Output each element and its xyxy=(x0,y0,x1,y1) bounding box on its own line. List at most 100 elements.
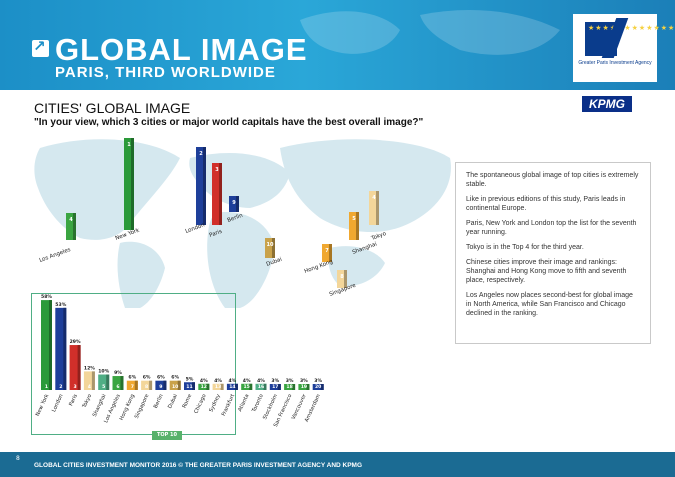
bar-shade xyxy=(91,371,95,390)
bar-shade xyxy=(177,380,181,390)
city-bar-shade xyxy=(344,270,347,288)
value-label: 3% xyxy=(314,378,322,384)
bar-group: 4%12 Chicago xyxy=(193,378,210,415)
value-label: 10% xyxy=(98,369,109,375)
city-rank: 4 xyxy=(372,195,376,201)
finding-text: The spontaneous global image of top citi… xyxy=(466,172,639,188)
bar-shade xyxy=(134,380,138,390)
city-rank: 8 xyxy=(340,274,344,280)
city-label: London xyxy=(185,222,206,235)
bar-shade xyxy=(49,300,52,390)
bar xyxy=(269,384,281,390)
category-label: Tokyo xyxy=(81,393,93,410)
page-number: 8 xyxy=(16,455,20,462)
value-label: 5% xyxy=(186,376,194,382)
category-label: London xyxy=(51,393,64,413)
bar xyxy=(155,380,167,390)
footer-text: GLOBAL CITIES INVESTMENT MONITOR 2016 © … xyxy=(34,462,363,469)
rank-label: 11 xyxy=(186,384,192,390)
bar-shade xyxy=(263,383,267,390)
bar-group: 4%13 Sydney xyxy=(208,378,224,413)
rank-label: 13 xyxy=(215,384,221,390)
category-label: Dubai xyxy=(167,393,179,409)
bar xyxy=(312,384,324,390)
value-label: 3% xyxy=(300,378,308,384)
city-bar xyxy=(265,238,275,258)
page-title: GLOBAL IMAGE xyxy=(55,32,308,67)
value-label: 58% xyxy=(41,294,52,300)
rank-label: 4 xyxy=(88,384,91,390)
header-band: ↗ GLOBAL IMAGE PARIS, THIRD WORLDWIDE ★★… xyxy=(0,0,675,90)
category-label: Shanghai xyxy=(92,393,108,418)
value-label: 53% xyxy=(55,302,66,308)
category-label: Toronto xyxy=(251,393,265,414)
rank-label: 14 xyxy=(229,384,235,390)
bar xyxy=(198,383,210,390)
city-bar-shade xyxy=(203,147,206,225)
header-world-map-decoration xyxy=(300,10,560,55)
city-rank: 10 xyxy=(267,242,274,248)
city-label: Berlin xyxy=(227,213,245,224)
arrow-up-right-icon: ↗ xyxy=(32,37,49,57)
bar xyxy=(298,384,310,390)
bar xyxy=(83,371,95,390)
finding-text: Los Angeles now places second-best for g… xyxy=(466,292,633,317)
bar-shade xyxy=(163,380,167,390)
footer-band xyxy=(0,452,675,477)
bar-shade xyxy=(192,382,195,390)
city-label: Tokyo xyxy=(370,231,388,242)
bar xyxy=(255,383,267,390)
key-findings-panel: The spontaneous global image of top citi… xyxy=(455,162,651,344)
bar-group: 5% 11 Rome xyxy=(182,376,195,409)
bar xyxy=(55,307,67,390)
city-bar xyxy=(229,196,239,212)
category-label: Singapore xyxy=(134,393,150,419)
map-city-bar: 3 Paris xyxy=(209,163,223,239)
page-subtitle: PARIS, THIRD WORLDWIDE xyxy=(55,64,276,81)
bar xyxy=(141,380,153,390)
city-bar-shade xyxy=(236,196,239,212)
value-label: 12% xyxy=(84,365,95,371)
finding-text: Chinese cities improve their image and r… xyxy=(466,259,627,284)
rank-label: 9 xyxy=(159,384,162,390)
value-label: 3% xyxy=(271,378,279,384)
bar-shade xyxy=(206,383,210,390)
city-bar xyxy=(322,244,332,262)
map-city-bar: 4 Los Angeles xyxy=(39,213,76,264)
city-label: Dubai xyxy=(266,257,284,268)
city-rank: 4 xyxy=(69,217,73,223)
kpmg-logo: KPMG xyxy=(582,96,632,112)
category-label: Chicago xyxy=(193,393,207,414)
category-label: Frankfurt xyxy=(221,393,236,417)
bar-shade xyxy=(277,384,281,390)
bar-group: 6% 9 Berlin xyxy=(153,375,167,409)
value-label: 3% xyxy=(286,378,294,384)
bar-shade xyxy=(77,345,81,390)
top10-highlight-box xyxy=(31,293,236,435)
bar-shade xyxy=(106,374,110,390)
value-label: 4% xyxy=(214,378,222,384)
city-bar-shade xyxy=(219,163,222,225)
city-bar xyxy=(212,163,222,225)
bar-shade xyxy=(306,384,310,390)
city-label: Los Angeles xyxy=(39,247,72,264)
finding-text: Paris, New York and London top the list … xyxy=(466,220,637,236)
map-city-bar: 2 London xyxy=(185,147,206,235)
bar-group: 58% 1 New York xyxy=(35,294,53,417)
city-bar-shade xyxy=(131,138,134,230)
bar-group: 53% 2 London xyxy=(51,302,67,413)
survey-question: "In your view, which 3 cities or major w… xyxy=(34,117,424,128)
value-label: 4% xyxy=(257,378,265,384)
map-city-bar: 10 Dubai xyxy=(265,238,283,268)
rank-label: 20 xyxy=(315,384,321,390)
bar-shade xyxy=(220,383,224,390)
rank-label: 6 xyxy=(116,384,119,390)
rank-label: 5 xyxy=(102,384,105,390)
agency-logo: ★★★★★★★★★★★★ Greater Paris Investment Ag… xyxy=(573,14,674,82)
city-rank: 2 xyxy=(199,151,203,157)
value-label: 4% xyxy=(228,378,236,384)
